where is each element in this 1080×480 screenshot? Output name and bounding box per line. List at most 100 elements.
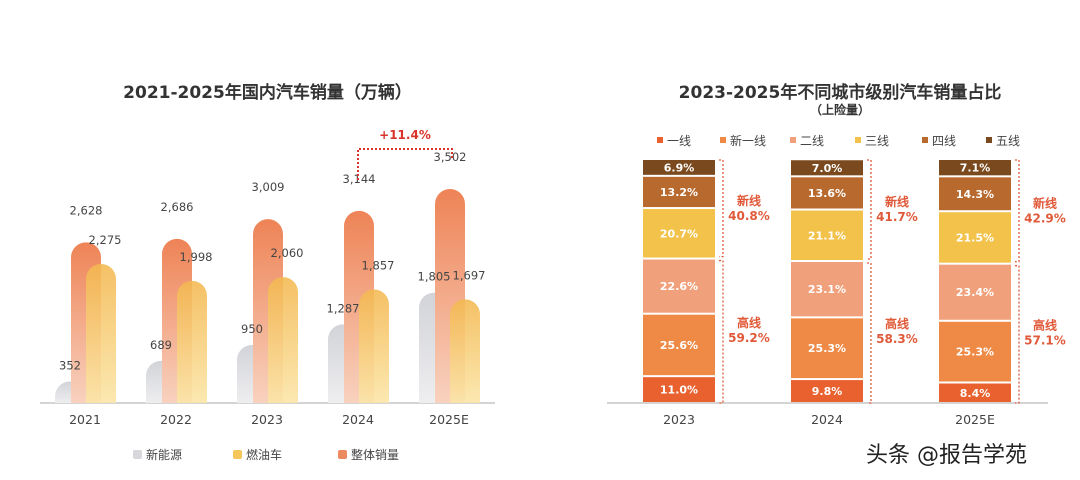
group-label: 新线 — [1033, 195, 1057, 210]
legend-swatch-新能源 — [133, 450, 142, 459]
bar-燃油车-2022 — [177, 280, 207, 403]
bracket-高线 — [719, 259, 724, 404]
bracket-高线 — [867, 262, 872, 404]
segment-label: 7.1% — [960, 162, 991, 175]
segment-label: 6.9% — [664, 161, 695, 174]
data-label: 3,502 — [434, 150, 467, 164]
segment-一线-2024 — [791, 380, 863, 402]
data-label: 950 — [241, 322, 263, 336]
data-label: 3,009 — [252, 180, 285, 194]
segment-label: 25.3% — [808, 342, 846, 355]
group-value: 57.1% — [1024, 333, 1066, 347]
legend-swatch-整体销量 — [338, 450, 347, 459]
x-tick-label: 2023 — [251, 412, 283, 427]
bar-燃油车-2025E — [450, 299, 480, 403]
x-tick-label: 2022 — [160, 412, 192, 427]
legend-swatch-二线 — [790, 137, 796, 143]
legend-swatch-五线 — [986, 137, 992, 143]
legend-swatch-一线 — [657, 137, 663, 143]
right-chart-title: 2023-2025年不同城市级别汽车销量占比 — [678, 83, 1002, 103]
data-label: 2,686 — [161, 200, 194, 214]
segment-label: 23.4% — [956, 286, 994, 299]
segment-label: 14.3% — [956, 188, 994, 201]
group-label: 高线 — [885, 316, 909, 331]
legend-label: 五线 — [996, 134, 1020, 148]
segment-一线-2025E — [939, 383, 1011, 402]
data-label: 2,275 — [89, 233, 122, 247]
x-tick-label: 2021 — [69, 412, 101, 427]
data-label: 1,287 — [327, 301, 360, 315]
segment-四线-2025E — [939, 177, 1011, 211]
legend-label: 燃油车 — [246, 447, 282, 462]
x-tick-label: 2024 — [811, 412, 843, 427]
segment-三线-2024 — [791, 210, 863, 260]
data-label: 2,628 — [70, 203, 103, 217]
watermark: 头条 @报告学苑 — [866, 443, 1027, 468]
x-tick-label: 2025E — [955, 412, 995, 427]
bar-燃油车-2021 — [86, 263, 116, 403]
segment-新一线-2024 — [791, 318, 863, 379]
segment-label: 21.1% — [808, 229, 846, 242]
segment-label: 11.0% — [660, 384, 698, 397]
segment-label: 25.3% — [956, 346, 994, 359]
group-label: 高线 — [1033, 317, 1057, 332]
legend-label: 一线 — [667, 134, 691, 148]
data-label: 1,857 — [362, 259, 395, 273]
data-label: 2,060 — [271, 246, 304, 260]
group-value: 40.8% — [728, 209, 770, 223]
data-label: 689 — [150, 338, 172, 352]
segment-label: 21.5% — [956, 231, 994, 244]
data-label: 1,697 — [453, 268, 486, 282]
right-chart-subtitle: （上险量） — [809, 103, 870, 117]
group-value: 42.9% — [1024, 211, 1066, 225]
legend-label: 四线 — [932, 134, 956, 148]
segment-四线-2024 — [791, 177, 863, 209]
bracket-新线 — [867, 159, 872, 260]
bar-燃油车-2024 — [359, 289, 389, 403]
segment-三线-2025E — [939, 212, 1011, 263]
data-label: 1,998 — [180, 250, 213, 264]
x-tick-label: 2024 — [342, 412, 374, 427]
bracket-新线 — [719, 159, 724, 258]
left-chart-title: 2021-2025年国内汽车销量（万辆） — [123, 83, 412, 103]
legend-label: 新能源 — [146, 447, 182, 462]
group-label: 新线 — [737, 193, 761, 208]
legend-label: 新一线 — [730, 133, 766, 148]
segment-label: 20.7% — [660, 227, 698, 240]
segment-二线-2025E — [939, 264, 1011, 320]
bar-燃油车-2023 — [268, 277, 298, 403]
x-tick-label: 2023 — [663, 412, 695, 427]
segment-label: 7.0% — [812, 162, 843, 175]
segment-label: 23.1% — [808, 283, 846, 296]
segment-五线-2023 — [643, 160, 715, 175]
legend-swatch-四线 — [922, 137, 928, 143]
segment-label: 8.4% — [960, 387, 991, 400]
segment-五线-2024 — [791, 160, 863, 176]
legend-swatch-燃油车 — [233, 450, 242, 459]
segment-label: 13.6% — [808, 187, 846, 200]
x-tick-label: 2025E — [429, 412, 469, 427]
segment-label: 25.6% — [660, 339, 698, 352]
segment-label: 13.2% — [660, 186, 698, 199]
group-label: 高线 — [737, 315, 761, 330]
legend-label: 二线 — [800, 134, 824, 148]
bracket-新线 — [1015, 159, 1020, 263]
data-label: 352 — [59, 358, 81, 372]
segment-一线-2023 — [643, 377, 715, 402]
growth-bracket — [357, 148, 453, 180]
legend-swatch-新一线 — [720, 137, 726, 143]
segment-新一线-2025E — [939, 321, 1011, 382]
legend-label: 整体销量 — [351, 447, 399, 462]
legend-swatch-三线 — [855, 137, 861, 143]
segment-二线-2024 — [791, 261, 863, 317]
segment-三线-2023 — [643, 209, 715, 258]
legend-label: 三线 — [865, 134, 889, 148]
segment-四线-2023 — [643, 176, 715, 208]
group-value: 59.2% — [728, 331, 770, 345]
group-value: 58.3% — [876, 332, 918, 346]
segment-label: 9.8% — [812, 385, 843, 398]
segment-二线-2023 — [643, 259, 715, 313]
segment-五线-2025E — [939, 160, 1011, 176]
group-value: 41.7% — [876, 210, 918, 224]
